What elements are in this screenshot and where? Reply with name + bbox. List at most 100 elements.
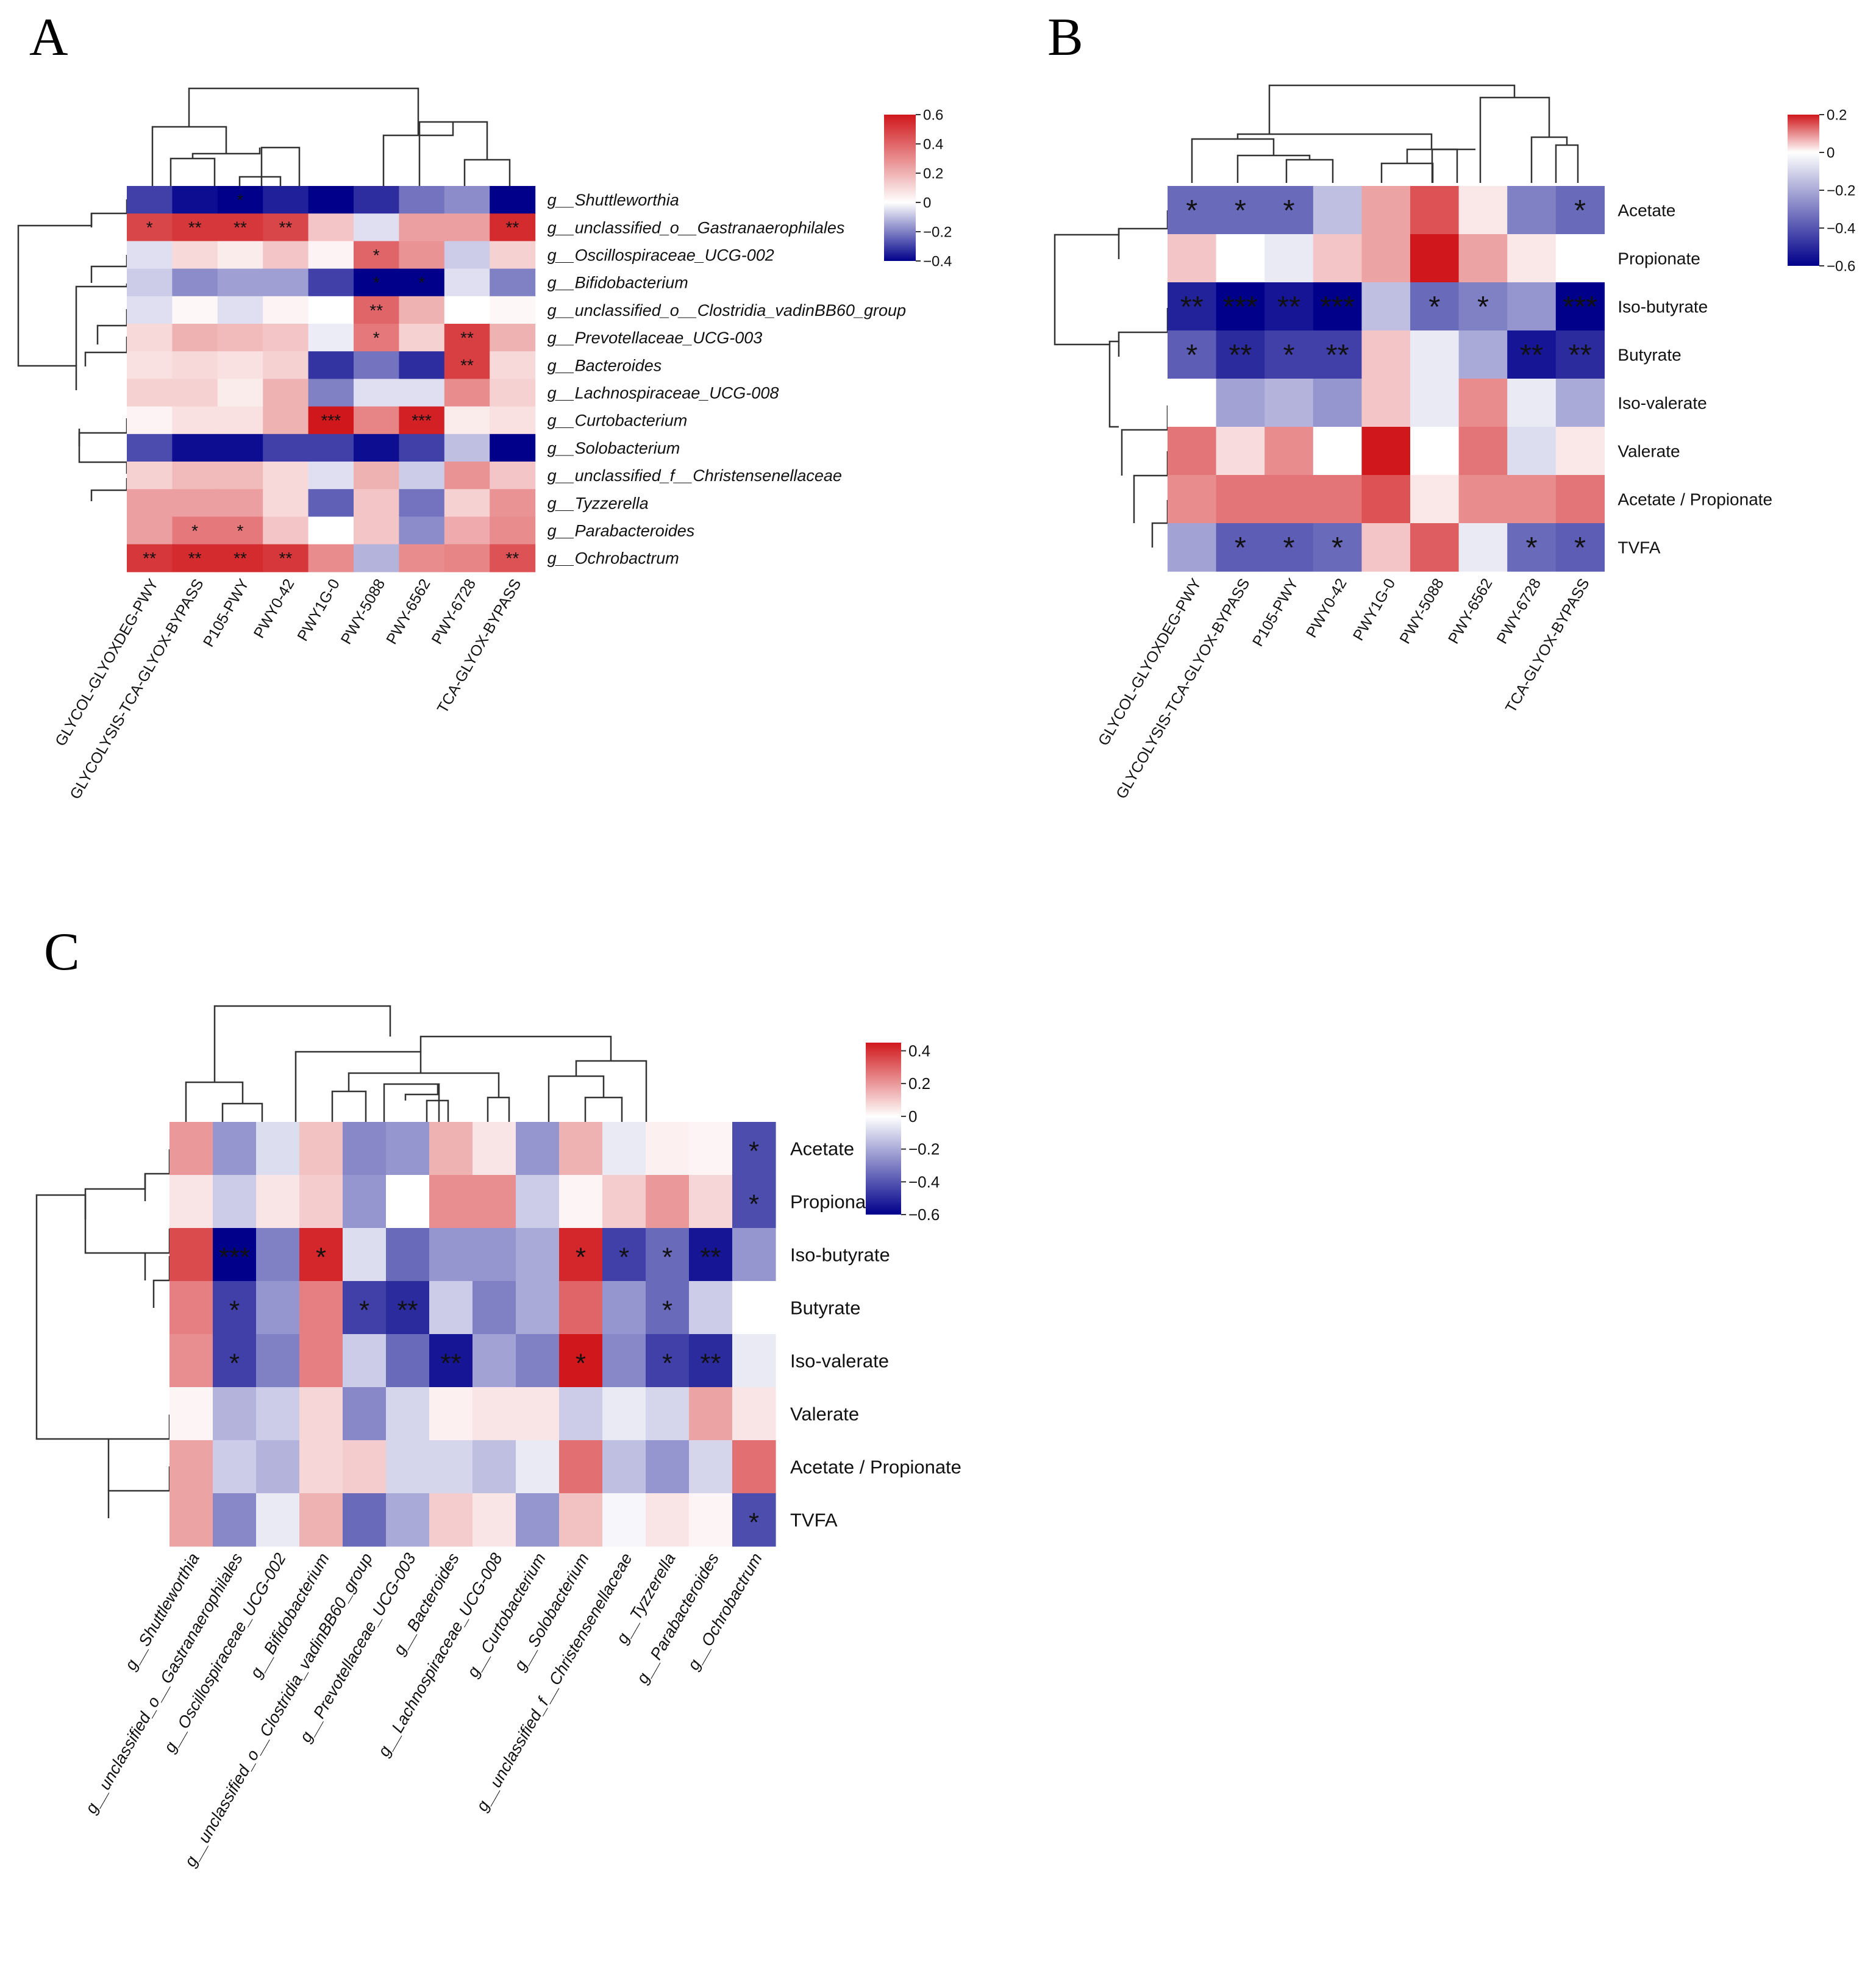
significance-mark: * [749,1190,759,1219]
heatmap-cell [559,1493,603,1547]
heatmap-cell [1216,523,1265,572]
row-label: Butyrate [790,1297,860,1318]
heatmap-cell [1410,427,1460,476]
heatmap-cell [732,1493,776,1547]
heatmap-cell [354,186,399,214]
significance-mark: *** [1223,291,1258,324]
heatmap-cell [602,1175,646,1229]
heatmap-cell [399,544,445,573]
heatmap-cell [386,1228,430,1282]
heatmap-cell [1458,475,1508,524]
heatmap-cell [429,1440,473,1494]
heatmap-cell [263,434,309,462]
significance-mark: *** [321,411,341,430]
heatmap-cell [127,241,173,269]
heatmap-cells-b: * * * *** *** ** *** * * **** ** * ** ** *** * * * * [1168,186,1605,572]
heatmap-cell [490,296,536,324]
significance-mark: * [1283,339,1294,372]
heatmap-cell [354,324,399,352]
heatmap-cell [343,1334,387,1388]
row-label: g__Bacteroides [547,356,662,374]
heatmap-cell [1313,427,1362,476]
heatmap-cell [172,296,218,324]
heatmap-cell [169,1228,213,1282]
heatmap-cell [444,268,490,297]
heatmap-cell [490,268,536,297]
heatmap-cell [308,434,354,462]
heatmap-cell [1555,186,1605,235]
row-label: g__Bifidobacterium [547,274,688,292]
heatmap-cell [172,434,218,462]
row-label: g__Solobacterium [547,439,680,457]
heatmap-cell [1361,379,1411,427]
heatmap-cell [1313,234,1362,283]
legend-tick-label: 0.6 [923,107,943,123]
heatmap-cell [473,1387,516,1441]
legend-tick-label: 0.2 [923,165,943,182]
row-label: Propionate [1617,249,1700,268]
heatmap-cell [213,1493,257,1547]
heatmap-cell [473,1122,516,1176]
heatmap-cell [308,351,354,379]
heatmap-cell [299,1440,343,1494]
heatmap-cell [172,489,218,517]
color-legend-c: 0.4 0.2 0 −0.2 −0.4 −0.6 [866,1042,940,1224]
significance-mark: * [576,1243,586,1272]
heatmap-cell [386,1281,430,1335]
heatmap-cell [1458,379,1508,427]
heatmap-cell [490,489,536,517]
row-label: g__Parabacteroides [547,522,695,540]
legend-tick-label: 0.2 [908,1074,930,1093]
heatmap-cell [602,1122,646,1176]
heatmap-cell [444,186,490,214]
heatmap-cell [217,462,263,490]
significance-mark: * [373,246,380,265]
heatmap-cell [127,434,173,462]
heatmap-cell [308,406,354,435]
heatmap-cell [444,406,490,435]
heatmap-cell [256,1440,300,1494]
heatmap-cell [473,1493,516,1547]
heatmap-cell [559,1281,603,1335]
heatmap-cell [299,1493,343,1547]
row-label: g__Lachnospiraceae_UCG-008 [547,384,779,402]
heatmap-cell [1216,475,1265,524]
heatmap-cell [127,544,173,573]
heatmap-cell [172,324,218,352]
heatmap-cell [1168,379,1217,427]
heatmap-cell [386,1175,430,1229]
significance-mark: ** [397,1296,418,1326]
heatmap-cell [308,462,354,490]
significance-mark: ** [188,549,202,568]
heatmap-cell [1361,427,1411,476]
heatmap-cell [516,1281,560,1335]
heatmap-cell [490,434,536,462]
significance-mark: * [1332,532,1343,565]
row-label: g__Shuttleworthia [547,191,679,209]
heatmap-cell [444,213,490,241]
heatmap-cell [127,351,173,379]
heatmap-cell [172,351,218,379]
heatmap-cell [490,186,536,214]
heatmap-cell [646,1175,690,1229]
color-legend-bar [884,115,916,261]
row-label: g__Curtobacterium [547,412,688,430]
heatmap-cell [256,1334,300,1388]
heatmap-cell [263,462,309,490]
row-label: g__Oscillospiraceae_UCG-002 [547,246,774,264]
heatmap-cell [646,1122,690,1176]
significance-mark: * [316,1243,326,1272]
heatmap-cell [473,1440,516,1494]
heatmap-cell [263,351,309,379]
heatmap-cell [1313,379,1362,427]
heatmap-cell [490,351,536,379]
heatmap-cell [263,324,309,352]
heatmap-cell [602,1228,646,1282]
heatmap-cell [256,1281,300,1335]
heatmap-cell [516,1493,560,1547]
significance-mark: ** [1277,291,1300,324]
significance-mark: ** [460,329,474,348]
heatmap-cell [1313,523,1362,572]
row-labels-a: g__Shuttleworthia g__unclassified_o__Gast… [547,191,906,568]
